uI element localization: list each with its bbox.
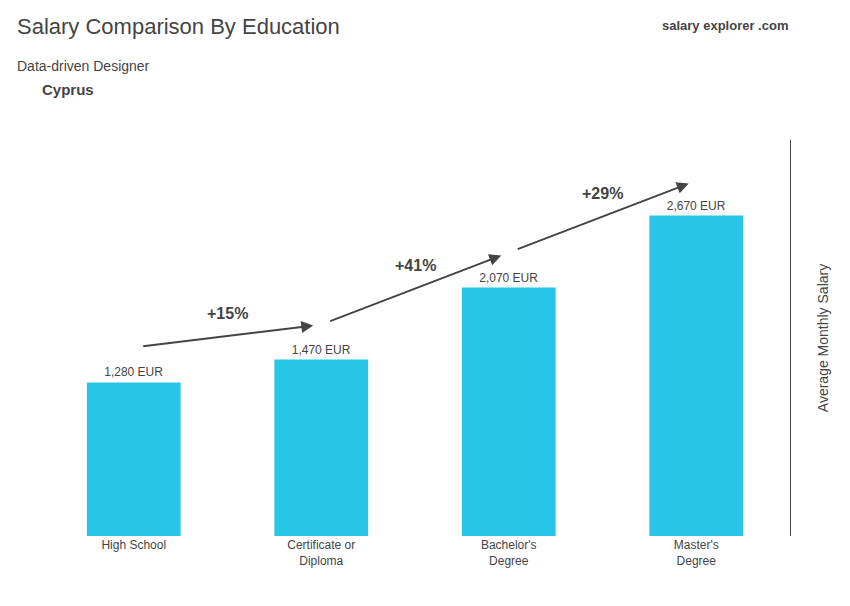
svg-text:2,670 EUR: 2,670 EUR (667, 199, 726, 213)
svg-text:+29%: +29% (582, 185, 623, 202)
svg-text:Certificate orDiploma: Certificate orDiploma (287, 538, 355, 568)
svg-text:1,470 EUR: 1,470 EUR (292, 343, 351, 357)
svg-text:Data-driven Designer: Data-driven Designer (17, 58, 150, 74)
svg-text:salary explorer .com: salary explorer .com (662, 18, 788, 33)
svg-text:+41%: +41% (395, 257, 436, 274)
svg-text:High School: High School (101, 538, 166, 552)
svg-text:Bachelor'sDegree: Bachelor'sDegree (481, 538, 537, 568)
svg-text:+15%: +15% (207, 305, 248, 322)
svg-text:Average Monthly Salary: Average Monthly Salary (815, 264, 831, 412)
svg-text:1,280 EUR: 1,280 EUR (104, 365, 163, 379)
svg-text:Salary Comparison By Education: Salary Comparison By Education (17, 14, 340, 39)
svg-text:Master'sDegree: Master'sDegree (674, 538, 719, 568)
svg-text:2,070 EUR: 2,070 EUR (479, 271, 538, 285)
svg-text:Cyprus: Cyprus (42, 81, 94, 98)
